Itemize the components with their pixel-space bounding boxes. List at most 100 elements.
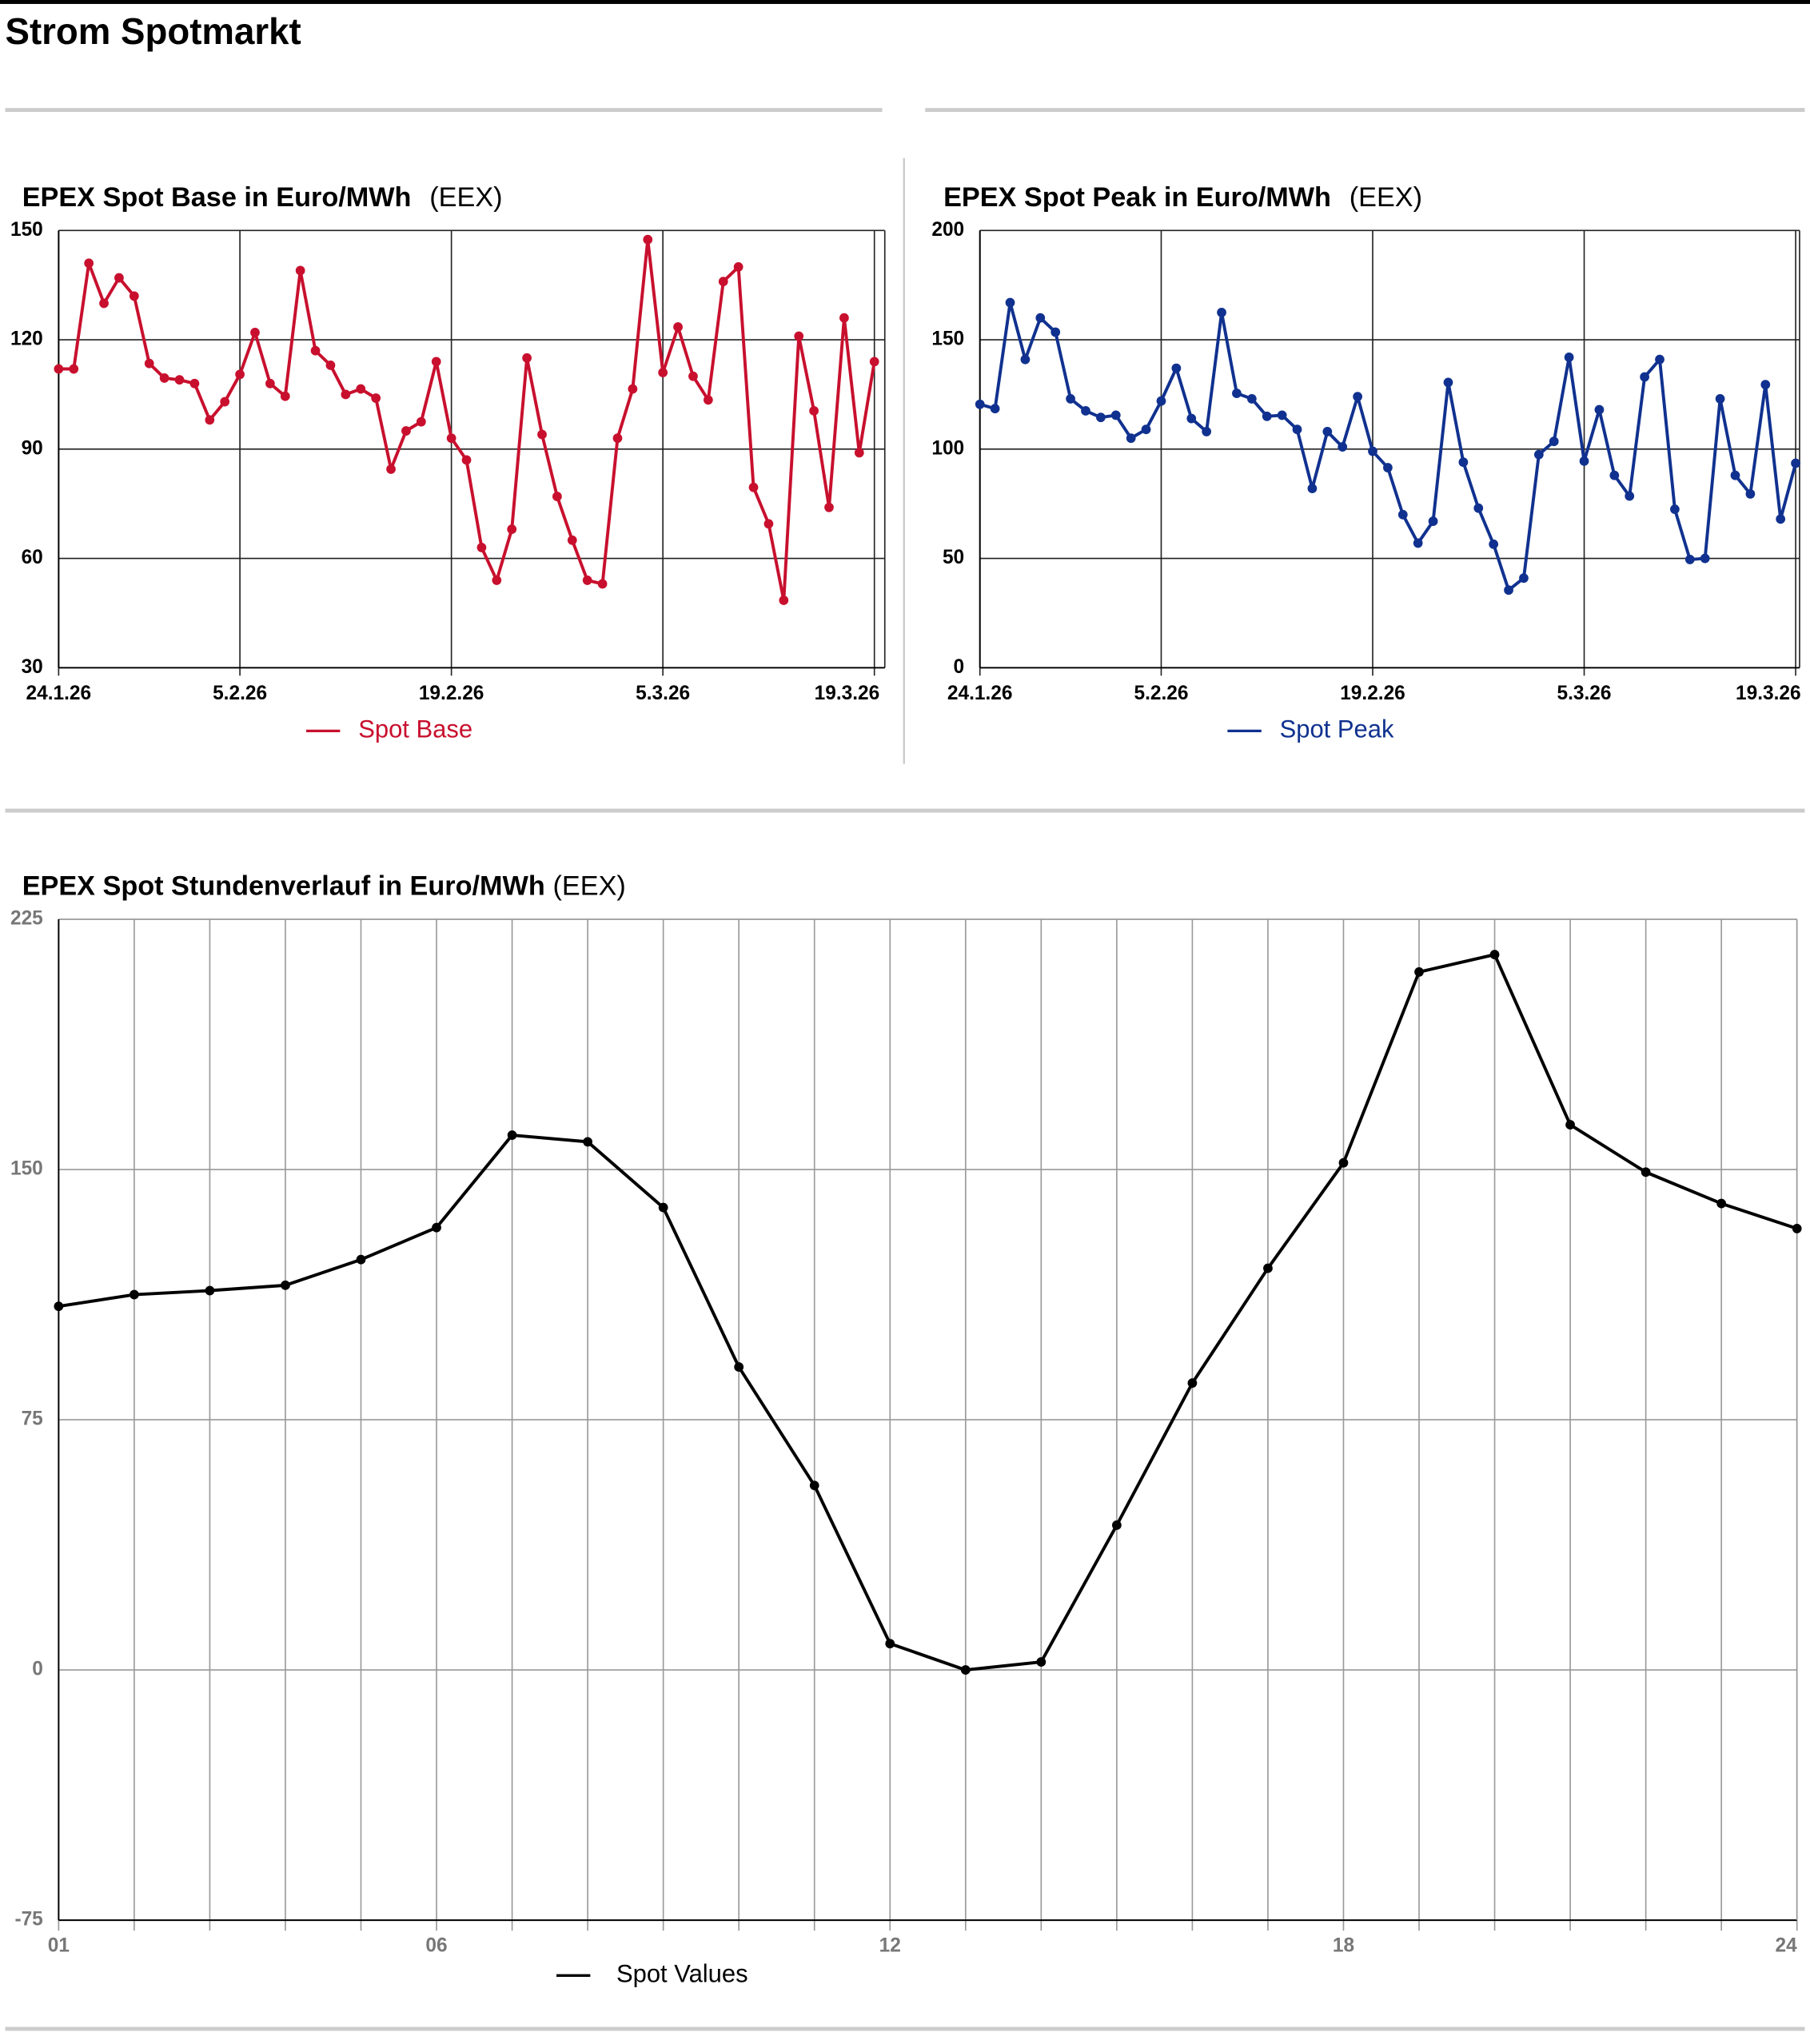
data-point — [492, 575, 502, 585]
data-point — [1081, 406, 1090, 416]
data-point — [69, 364, 79, 374]
data-point — [658, 368, 668, 378]
data-point — [1111, 1520, 1122, 1530]
x-tick-label: 24.1.26 — [947, 683, 1013, 704]
data-point — [1504, 585, 1513, 596]
series-line — [58, 237, 876, 602]
y-tick-label: 90 — [22, 437, 43, 459]
x-tick-label: 19.3.26 — [1736, 683, 1801, 704]
data-point — [1594, 404, 1605, 415]
x-tick-label: 18 — [1333, 1935, 1354, 1957]
data-point — [341, 389, 351, 400]
data-point — [129, 291, 139, 301]
data-point — [1171, 363, 1182, 373]
data-point — [1549, 436, 1559, 447]
data-point — [1533, 449, 1544, 460]
y-tick-label: 100 — [931, 437, 964, 459]
data-point — [416, 416, 426, 427]
data-point — [84, 258, 94, 269]
data-point — [1338, 442, 1348, 452]
y-tick-label: 225 — [10, 907, 43, 929]
y-tick-label: 150 — [10, 1157, 43, 1179]
data-point — [643, 234, 653, 245]
y-tick-label: 200 — [931, 219, 964, 241]
data-point — [54, 364, 64, 374]
data-point — [1565, 1120, 1575, 1130]
top-bar — [0, 0, 1810, 4]
x-tick-label: 12 — [879, 1935, 901, 1957]
data-point — [1156, 396, 1166, 406]
data-point — [1625, 491, 1635, 501]
data-point — [1217, 307, 1226, 317]
data-point — [205, 415, 215, 425]
data-point — [975, 399, 985, 409]
separator — [5, 2026, 1805, 2031]
legend-label: Spot Peak — [1280, 715, 1394, 743]
data-point — [235, 369, 245, 380]
data-point — [461, 455, 472, 465]
data-point — [809, 1480, 819, 1491]
data-point — [1005, 297, 1015, 308]
separator — [5, 108, 883, 113]
data-point — [1277, 410, 1287, 420]
data-point — [1397, 509, 1408, 520]
chart-subtitle: (EEX) — [429, 182, 502, 213]
x-tick-label: 19.2.26 — [419, 683, 484, 704]
data-point — [990, 404, 1000, 414]
data-point — [1110, 410, 1121, 420]
data-point — [839, 313, 849, 323]
y-tick-label: 75 — [22, 1408, 43, 1429]
data-point — [1443, 377, 1453, 388]
data-point — [1519, 573, 1529, 584]
data-point — [386, 464, 396, 474]
data-point — [1760, 380, 1771, 390]
data-point — [537, 429, 547, 440]
chart-subtitle: (EEX) — [1350, 182, 1422, 213]
data-point — [1186, 413, 1197, 424]
x-tick-label: 24 — [1776, 1935, 1798, 1957]
y-tick-label: 0 — [954, 656, 965, 678]
data-point — [869, 357, 879, 367]
data-point — [205, 1285, 215, 1296]
series-line — [979, 301, 1797, 592]
y-tick-label: 60 — [22, 547, 43, 568]
data-point — [356, 1254, 366, 1265]
data-point — [582, 575, 592, 585]
data-point — [130, 1289, 139, 1300]
data-point — [794, 331, 804, 341]
data-point — [1792, 1223, 1802, 1233]
data-point — [748, 482, 759, 492]
chart-subtitle: (EEX) — [553, 871, 626, 901]
data-point — [1035, 313, 1046, 323]
data-point — [1126, 433, 1136, 444]
x-tick-label: 01 — [48, 1935, 70, 1957]
data-point — [1564, 353, 1574, 362]
x-tick-label: 5.2.26 — [213, 683, 267, 704]
data-point — [1232, 388, 1242, 399]
data-point — [1353, 392, 1362, 402]
data-point — [1776, 514, 1786, 524]
data-point — [688, 371, 698, 381]
data-point — [1730, 470, 1740, 480]
y-tick-label: 150 — [931, 328, 964, 349]
data-point — [1292, 424, 1302, 435]
data-point — [1609, 470, 1620, 480]
data-point — [54, 1301, 64, 1312]
x-tick-label: 06 — [425, 1935, 447, 1957]
data-point — [1202, 427, 1212, 436]
data-point — [1413, 538, 1423, 548]
data-point — [476, 542, 487, 552]
data-point — [763, 519, 774, 529]
data-point — [371, 393, 381, 403]
data-point — [401, 426, 411, 436]
data-point — [612, 433, 623, 444]
page-title: Strom Spotmarkt — [6, 10, 301, 52]
data-point — [1141, 424, 1151, 435]
x-tick-label: 5.3.26 — [636, 683, 690, 704]
data-point — [734, 1362, 744, 1373]
data-point — [1036, 1657, 1047, 1667]
data-point — [809, 406, 819, 416]
data-point — [703, 395, 713, 405]
y-tick-label: 0 — [32, 1659, 43, 1680]
